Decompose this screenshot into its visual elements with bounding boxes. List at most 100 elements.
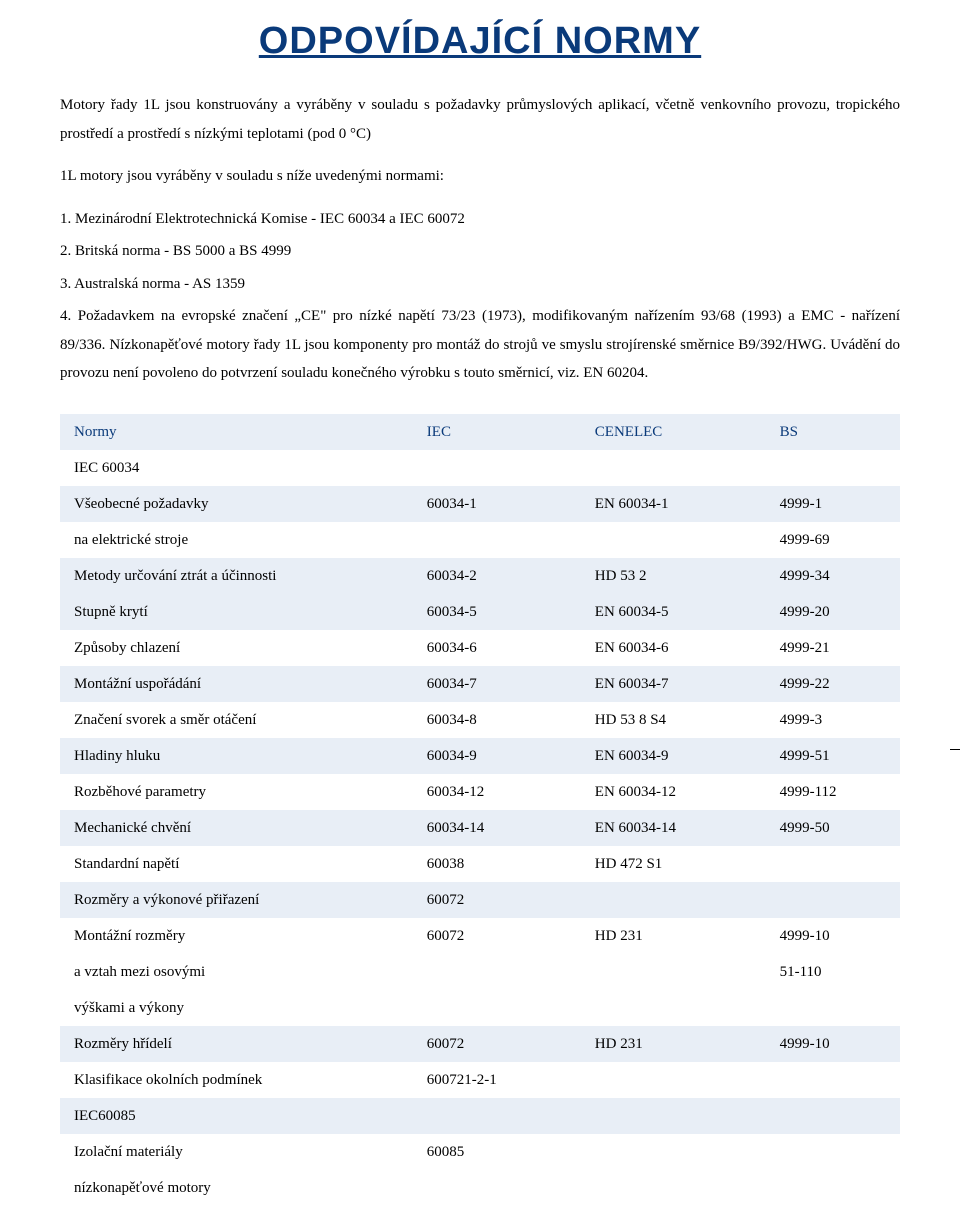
- table-cell: Hladiny hluku: [60, 738, 413, 774]
- table-cell: 60038: [413, 846, 581, 882]
- table-cell: EN 60034-14: [581, 810, 766, 846]
- table-cell: 60085: [413, 1134, 581, 1170]
- table-cell: [766, 990, 900, 1026]
- crop-mark-icon: [950, 730, 960, 770]
- table-cell: BS: [766, 414, 900, 450]
- table-cell: na elektrické stroje: [60, 522, 413, 558]
- table-cell: IEC 60034: [60, 450, 413, 486]
- table-cell: 60034-6: [413, 630, 581, 666]
- table-cell: [766, 1134, 900, 1170]
- table-cell: [413, 954, 581, 990]
- table-cell: 4999-51: [766, 738, 900, 774]
- table-cell: [766, 1062, 900, 1098]
- table-cell: [766, 882, 900, 918]
- table-cell: 60072: [413, 882, 581, 918]
- table-row: Montážní uspořádání60034-7EN 60034-74999…: [60, 666, 900, 702]
- table-cell: [581, 1134, 766, 1170]
- table-cell: a vztah mezi osovými: [60, 954, 413, 990]
- table-cell: [581, 882, 766, 918]
- table-cell: EN 60034-12: [581, 774, 766, 810]
- table-cell: Stupně krytí: [60, 594, 413, 630]
- table-cell: [766, 450, 900, 486]
- table-cell: 4999-1: [766, 486, 900, 522]
- table-cell: [581, 522, 766, 558]
- table-cell: Rozměry hřídelí: [60, 1026, 413, 1062]
- table-row: Rozběhové parametry60034-12EN 60034-1249…: [60, 774, 900, 810]
- table-cell: Rozběhové parametry: [60, 774, 413, 810]
- table-cell: výškami a výkony: [60, 990, 413, 1026]
- table-cell: 60034-12: [413, 774, 581, 810]
- table-row: Montážní rozměry60072HD 2314999-10: [60, 918, 900, 954]
- table-cell: 60072: [413, 918, 581, 954]
- table-cell: 4999-20: [766, 594, 900, 630]
- table-row: výškami a výkony: [60, 990, 900, 1026]
- list-item: 4. Požadavkem na evropské značení „CE" p…: [60, 302, 900, 388]
- table-cell: [413, 450, 581, 486]
- table-row: nízkonapěťové motory: [60, 1170, 900, 1206]
- table-cell: Rozměry a výkonové přiřazení: [60, 882, 413, 918]
- table-cell: 600721-2-1: [413, 1062, 581, 1098]
- table-row: Klasifikace okolních podmínek600721-2-1: [60, 1062, 900, 1098]
- table-cell: Montážní uspořádání: [60, 666, 413, 702]
- list-item: 1. Mezinárodní Elektrotechnická Komise -…: [60, 205, 900, 234]
- table-cell: Mechanické chvění: [60, 810, 413, 846]
- standards-table: NormyIECCENELECBSIEC 60034Všeobecné poža…: [60, 414, 900, 1206]
- table-cell: HD 53 8 S4: [581, 702, 766, 738]
- table-row: Značení svorek a směr otáčení60034-8HD 5…: [60, 702, 900, 738]
- table-row: na elektrické stroje4999-69: [60, 522, 900, 558]
- table-cell: [413, 1170, 581, 1206]
- table-cell: Metody určování ztrát a účinnosti: [60, 558, 413, 594]
- table-cell: 4999-112: [766, 774, 900, 810]
- table-cell: EN 60034-5: [581, 594, 766, 630]
- table-cell: HD 472 S1: [581, 846, 766, 882]
- table-cell: CENELEC: [581, 414, 766, 450]
- table-cell: Všeobecné požadavky: [60, 486, 413, 522]
- standards-list: 1. Mezinárodní Elektrotechnická Komise -…: [60, 205, 900, 388]
- table-cell: 4999-10: [766, 1026, 900, 1062]
- table-row: NormyIECCENELECBS: [60, 414, 900, 450]
- page-title: ODPOVÍDAJÍCÍ NORMY: [60, 20, 900, 63]
- table-cell: 60034-8: [413, 702, 581, 738]
- table-cell: [581, 1062, 766, 1098]
- table-row: Rozměry hřídelí60072HD 2314999-10: [60, 1026, 900, 1062]
- table-cell: 4999-21: [766, 630, 900, 666]
- table-cell: 60034-7: [413, 666, 581, 702]
- table-cell: 4999-50: [766, 810, 900, 846]
- list-item: 2. Britská norma - BS 5000 a BS 4999: [60, 237, 900, 266]
- table-cell: 60034-14: [413, 810, 581, 846]
- table-cell: Normy: [60, 414, 413, 450]
- list-item: 3. Australská norma - AS 1359: [60, 270, 900, 299]
- table-row: Izolační materiály60085: [60, 1134, 900, 1170]
- table-cell: [413, 522, 581, 558]
- table-cell: Izolační materiály: [60, 1134, 413, 1170]
- table-cell: 4999-3: [766, 702, 900, 738]
- table-cell: Standardní napětí: [60, 846, 413, 882]
- table-cell: [766, 846, 900, 882]
- table-cell: 4999-22: [766, 666, 900, 702]
- table-cell: Značení svorek a směr otáčení: [60, 702, 413, 738]
- table-cell: Způsoby chlazení: [60, 630, 413, 666]
- table-cell: EN 60034-9: [581, 738, 766, 774]
- table-cell: [581, 450, 766, 486]
- table-cell: [581, 1170, 766, 1206]
- table-row: Stupně krytí60034-5EN 60034-54999-20: [60, 594, 900, 630]
- table-cell: 60034-5: [413, 594, 581, 630]
- table-cell: EN 60034-1: [581, 486, 766, 522]
- table-row: Způsoby chlazení60034-6EN 60034-64999-21: [60, 630, 900, 666]
- table-row: Standardní napětí60038HD 472 S1: [60, 846, 900, 882]
- table-row: IEC 60034: [60, 450, 900, 486]
- intro-paragraph-1: Motory řady 1L jsou konstruovány a vyráb…: [60, 91, 900, 148]
- table-cell: EN 60034-6: [581, 630, 766, 666]
- table-cell: [581, 954, 766, 990]
- table-cell: HD 231: [581, 1026, 766, 1062]
- table-cell: 60034-9: [413, 738, 581, 774]
- table-row: Mechanické chvění60034-14EN 60034-144999…: [60, 810, 900, 846]
- table-cell: EN 60034-7: [581, 666, 766, 702]
- table-cell: Montážní rozměry: [60, 918, 413, 954]
- table-cell: 4999-10: [766, 918, 900, 954]
- table-cell: 60072: [413, 1026, 581, 1062]
- table-row: Hladiny hluku60034-9EN 60034-94999-51: [60, 738, 900, 774]
- table-row: Metody určování ztrát a účinnosti60034-2…: [60, 558, 900, 594]
- table-cell: IEC: [413, 414, 581, 450]
- table-cell: [413, 990, 581, 1026]
